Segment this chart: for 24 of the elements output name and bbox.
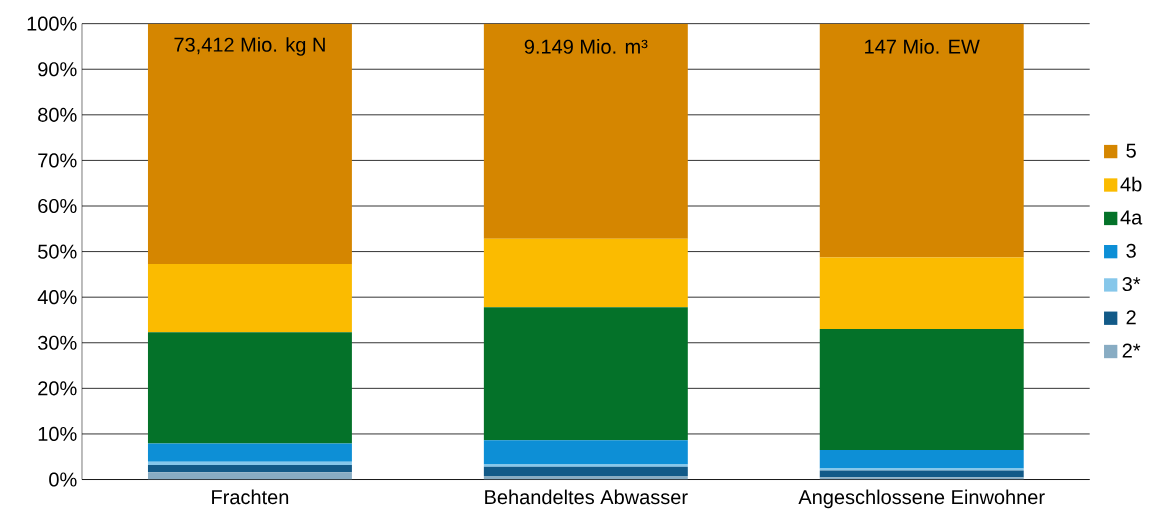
legend-label: 4a — [1120, 210, 1143, 225]
legend-label: 4b — [1120, 176, 1142, 192]
x-tick-label: Frachten — [212, 489, 289, 505]
y-tick-label: 100% — [27, 16, 77, 31]
y-tick-label: 50% — [38, 244, 77, 259]
y-tick-label: 60% — [38, 199, 77, 214]
y-tick-label: 20% — [38, 381, 77, 396]
y-tick-label: 30% — [38, 335, 77, 350]
annotation: 9.149 Mio. m³ — [524, 39, 648, 54]
y-tick-label: 90% — [38, 62, 77, 77]
y-tick-label: 10% — [38, 426, 77, 442]
legend-label: 2 — [1126, 310, 1136, 325]
legend-label: 5 — [1126, 143, 1136, 158]
annotation: 147 Mio. EW — [865, 39, 980, 54]
y-tick-label: 80% — [38, 107, 77, 122]
y-tick-label: 40% — [37, 290, 77, 305]
legend-label: 3 — [1126, 243, 1136, 258]
x-tick-label: Angeschlossene Einwohner — [798, 489, 1045, 509]
legend-label: 3* — [1122, 277, 1141, 292]
annotation: 73,412 Mio. kg N — [174, 37, 325, 56]
legend-label: 2* — [1122, 343, 1141, 358]
y-tick-label: 70% — [38, 153, 77, 168]
y-tick-label: 0% — [49, 472, 77, 487]
x-tick-label: Behandeltes Abwasser — [485, 489, 688, 505]
